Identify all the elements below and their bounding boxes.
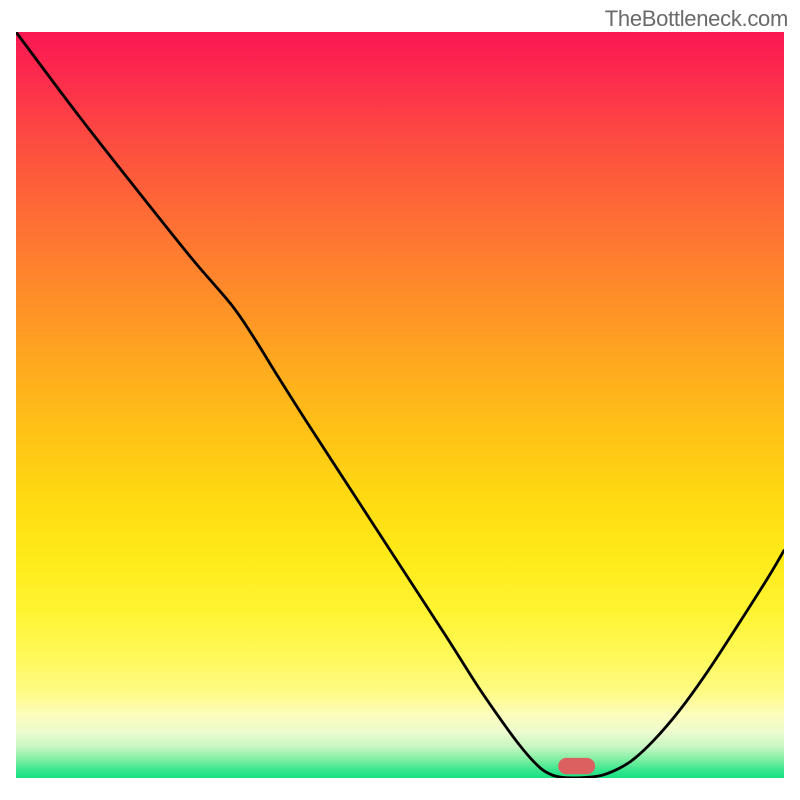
watermark-text: TheBottleneck.com: [605, 6, 788, 32]
bottleneck-curve-chart: [16, 32, 784, 778]
optimum-marker-pill: [558, 758, 595, 774]
chart-background-gradient: [16, 32, 784, 778]
chart-plot-area: [16, 32, 784, 778]
